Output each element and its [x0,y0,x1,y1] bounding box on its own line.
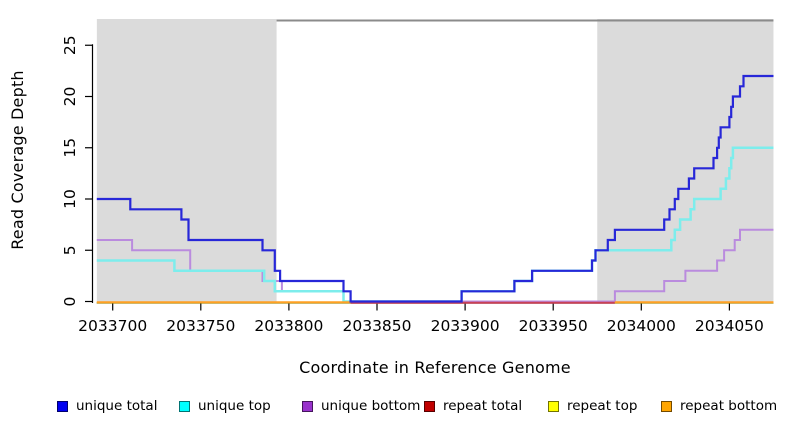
x-tick-label: 2033800 [254,317,323,335]
y-tick-label: 5 [61,245,79,255]
x-tick-label: 2034000 [607,317,676,335]
right-gray-region [597,19,774,303]
y-tick-label: 25 [61,35,79,55]
y-tick-label: 10 [61,189,79,209]
x-tick-label: 2033850 [342,317,411,335]
x-tick-label: 2033950 [519,317,588,335]
left-gray-region [96,19,277,303]
y-axis-title: Read Coverage Depth [8,70,27,250]
y-tick-label: 15 [61,138,79,158]
x-tick-label: 2033700 [78,317,147,335]
x-tick-label: 2033900 [431,317,500,335]
x-axis-title: Coordinate in Reference Genome [299,358,571,377]
unique-total-line [96,74,774,303]
x-tick-label: 2034050 [695,317,764,335]
y-tick-label: 0 [61,297,79,307]
y-tick-label: 20 [61,87,79,107]
unique-top-line [96,146,774,303]
x-tick-label: 2033750 [166,317,235,335]
